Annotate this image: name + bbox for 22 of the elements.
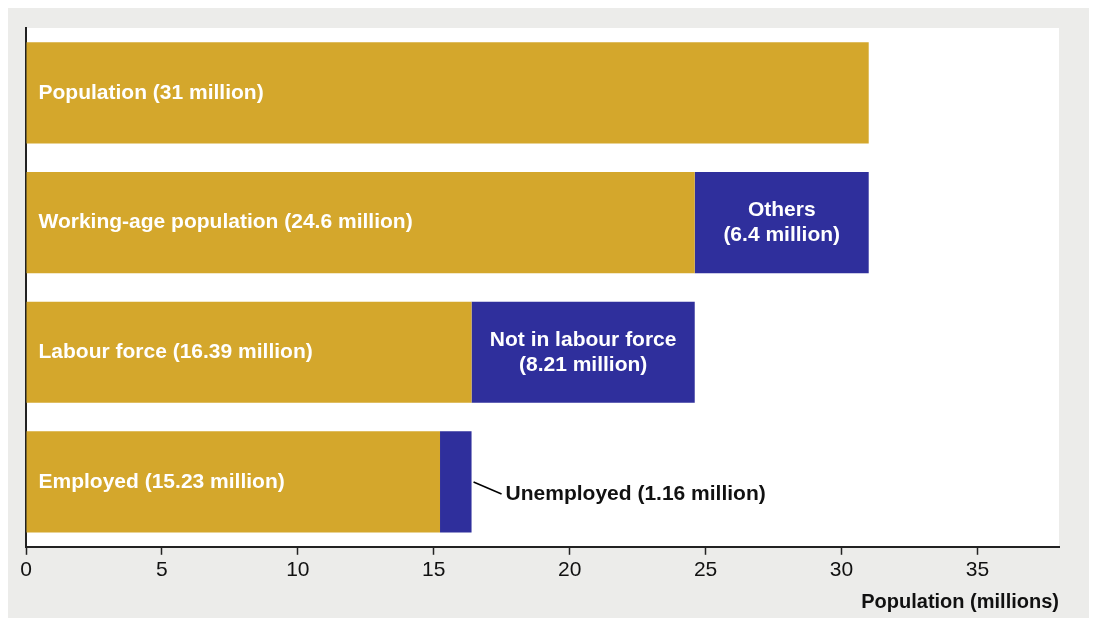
x-tick-label: 35 xyxy=(965,557,990,581)
data-label: Labour force (16.39 million) xyxy=(38,339,313,363)
x-axis-title: Population (millions) xyxy=(861,589,1059,612)
x-tick-label: 10 xyxy=(286,557,310,581)
bar xyxy=(440,431,472,533)
x-tick-label: 5 xyxy=(156,557,168,581)
data-label: Population (31 million) xyxy=(38,79,264,103)
bar xyxy=(26,42,869,144)
data-label: Not in labour force (8.21 million) xyxy=(489,326,677,375)
x-tick-label: 25 xyxy=(693,557,718,581)
data-label: Unemployed (1.16 million) xyxy=(505,480,766,504)
bar xyxy=(694,171,869,274)
data-label: Others (6.4 million) xyxy=(723,196,841,245)
x-tick-label: 15 xyxy=(422,557,446,581)
x-tick-label: 0 xyxy=(20,557,32,581)
bar xyxy=(26,431,441,533)
data-label: Employed (15.23 million) xyxy=(38,468,285,492)
data-label: Working-age population (24.6 million) xyxy=(38,209,413,233)
x-tick-label: 20 xyxy=(558,557,582,581)
x-tick-label: 30 xyxy=(829,557,854,581)
bar xyxy=(26,301,472,403)
bar xyxy=(26,171,695,274)
